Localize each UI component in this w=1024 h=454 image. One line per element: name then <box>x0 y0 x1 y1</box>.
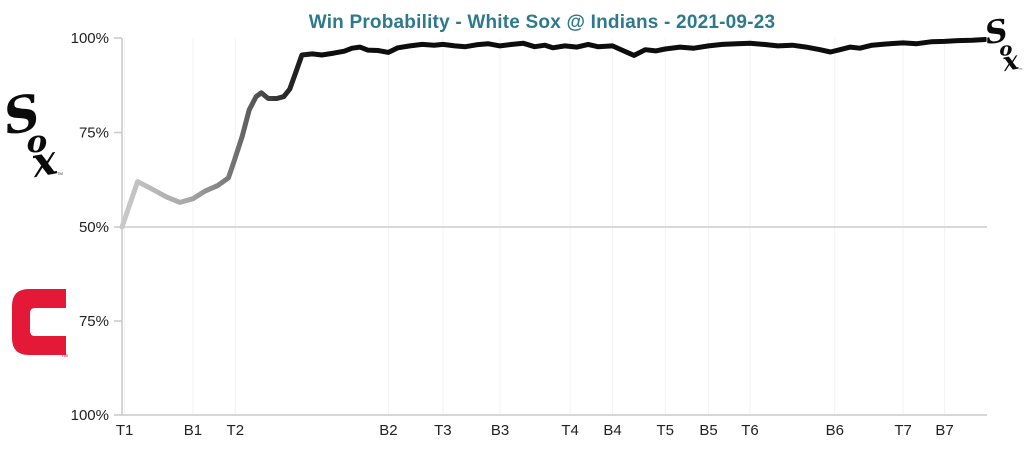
y-tick-label: 75% <box>79 313 109 330</box>
x-tick-label: T4 <box>561 422 579 439</box>
y-tick-label: 50% <box>79 219 109 236</box>
y-tick-label: 100% <box>71 407 109 424</box>
x-tick-label: B2 <box>379 422 397 439</box>
x-tick-label: T3 <box>434 422 452 439</box>
y-tick-label: 100% <box>71 30 109 47</box>
indians-logo: ™ <box>12 289 68 359</box>
x-tick-label: T2 <box>227 422 245 439</box>
indians-logo-trademark: ™ <box>61 354 68 359</box>
white-sox-logo-line-end <box>986 17 1024 72</box>
y-tick-label: 75% <box>79 125 109 142</box>
x-tick-label: B5 <box>699 422 717 439</box>
x-tick-label: B7 <box>935 422 953 439</box>
chart-title: Win Probability - White Sox @ Indians - … <box>308 12 776 33</box>
x-tick-label: B1 <box>184 422 202 439</box>
x-tick-label: B3 <box>491 422 509 439</box>
x-tick-label: T5 <box>656 422 674 439</box>
x-tick-label: T1 <box>116 422 134 439</box>
indians-block-c-icon <box>12 289 66 355</box>
win-probability-line <box>119 37 988 230</box>
x-tick-label: B4 <box>603 422 621 439</box>
x-tick-label: T7 <box>894 422 912 439</box>
x-tick-label: B6 <box>826 422 844 439</box>
x-tick-label: T6 <box>741 422 759 439</box>
